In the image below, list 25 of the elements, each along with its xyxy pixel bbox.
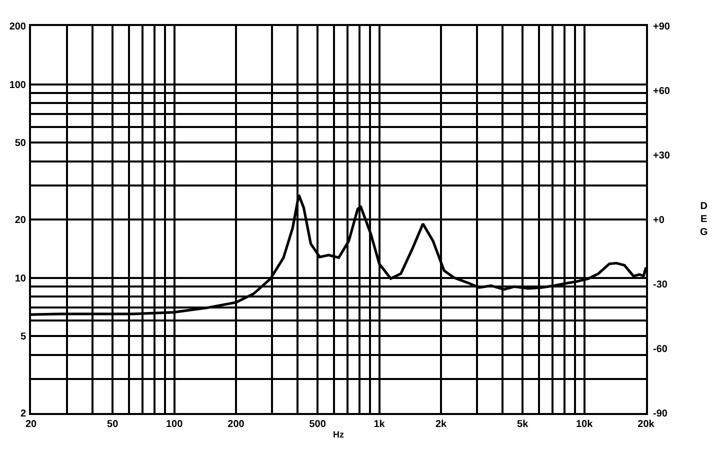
x-tick-label: 5k bbox=[517, 419, 529, 430]
x-tick-label: 20k bbox=[638, 419, 655, 430]
y2-tick-label: +30 bbox=[653, 150, 670, 162]
x-tick-label: 100 bbox=[166, 419, 184, 430]
y-tick-label: 200 bbox=[9, 22, 26, 32]
x-tick-label: 200 bbox=[228, 419, 245, 430]
y2-tick-label: +60 bbox=[653, 86, 670, 97]
y2-tick-label: -60 bbox=[653, 344, 668, 355]
x-axis-title: Hz bbox=[333, 429, 344, 440]
y-tick-label: 20 bbox=[14, 215, 26, 226]
y-tick-label: 50 bbox=[14, 138, 26, 149]
y2-tick-label: +0 bbox=[653, 215, 665, 226]
y2-tick-label: +90 bbox=[653, 22, 670, 32]
y-tick-label: 5 bbox=[20, 332, 26, 342]
y2-tick-label: -30 bbox=[653, 280, 668, 290]
y-tick-label: 100 bbox=[9, 80, 26, 91]
y-tick-label: 10 bbox=[14, 273, 26, 284]
y-tick-label: 2 bbox=[20, 408, 26, 420]
x-tick-label: 500 bbox=[309, 419, 326, 430]
x-tick-label: 2k bbox=[435, 419, 447, 430]
y2-tick-label: -90 bbox=[653, 408, 668, 420]
x-tick-label: 50 bbox=[107, 419, 119, 430]
x-tick-label: 10k bbox=[576, 419, 594, 430]
x-tick-label: 1k bbox=[374, 419, 386, 430]
y2-axis-title: DEG bbox=[700, 201, 708, 238]
